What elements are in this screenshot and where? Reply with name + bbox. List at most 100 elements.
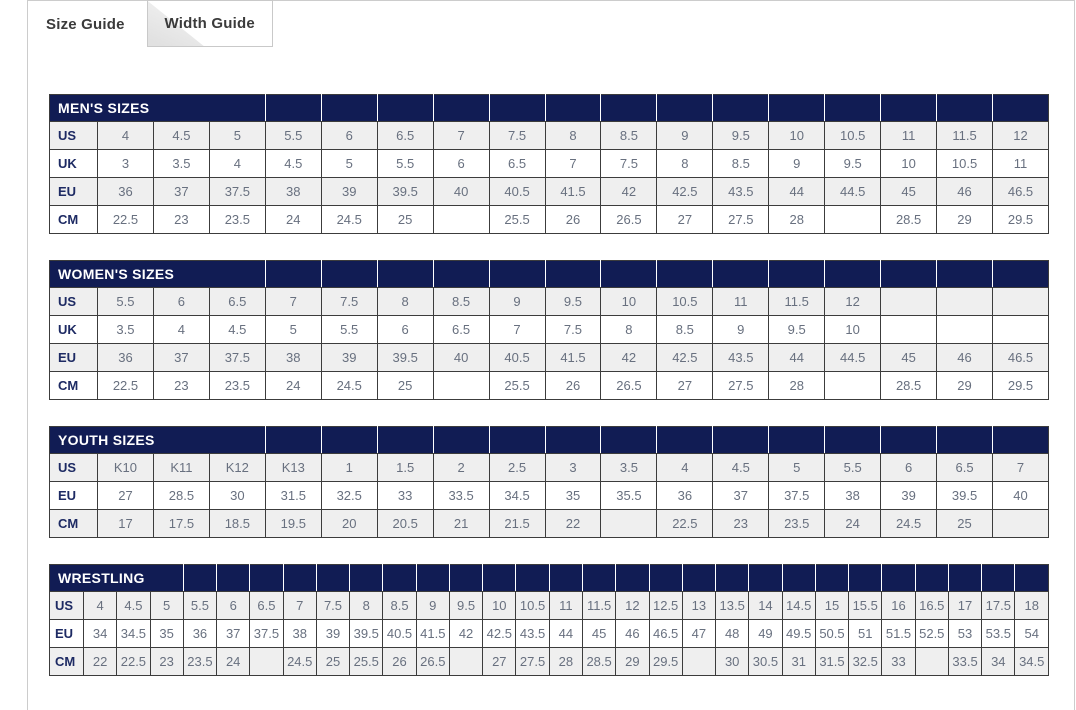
header-cell	[992, 426, 1049, 454]
size-cell: 8	[349, 591, 384, 620]
size-cell: 9	[488, 287, 546, 316]
size-cell: 10	[600, 287, 658, 316]
size-cell: 37.5	[208, 343, 266, 372]
size-cell: 5.5	[97, 287, 154, 316]
size-cell: 23.5	[208, 371, 266, 400]
size-cell: 27	[656, 205, 714, 234]
size-cell: 39.5	[936, 481, 993, 510]
size-cell: 21	[432, 509, 490, 538]
header-cell	[681, 564, 717, 592]
size-cell: 6.5	[936, 453, 993, 482]
size-cell: 16	[881, 591, 916, 620]
row-label: US	[49, 591, 84, 620]
header-cell	[581, 564, 617, 592]
size-cell: 38	[264, 177, 322, 206]
size-cell: 10.5	[824, 121, 882, 150]
size-cell: 38	[824, 481, 882, 510]
table-title: WOMEN'S SIZES	[49, 260, 266, 288]
size-cell: 6.5	[376, 121, 434, 150]
size-cell: 44.5	[824, 343, 882, 372]
size-cell: 23.5	[208, 205, 266, 234]
size-cell: 10.5	[656, 287, 714, 316]
size-cell	[992, 315, 1049, 344]
size-cell: 22.5	[656, 509, 714, 538]
size-cell	[249, 647, 284, 676]
size-cell: 7	[264, 287, 322, 316]
size-guide-panel: Size Guide Width Guide MEN'S SIZES US 4 4.5…	[27, 0, 1075, 710]
size-cell: 11.5	[936, 121, 993, 150]
womens-sizes-table: WOMEN'S SIZES US 5.5 6 6.5 7 7.5 8 8.5 9 9.5 10 10.5…	[49, 260, 1049, 400]
size-cell: 7.5	[488, 121, 546, 150]
header-cell	[981, 564, 1016, 592]
size-cell: 4	[152, 315, 210, 344]
row-label: EU	[49, 481, 98, 510]
size-cell: 8	[656, 149, 714, 178]
size-cell: 26	[544, 205, 602, 234]
size-cell: 29.5	[992, 205, 1049, 234]
tab-width-guide[interactable]: Width Guide	[146, 0, 273, 47]
size-cell: 20	[320, 509, 378, 538]
size-cell	[824, 205, 882, 234]
size-cell: 46	[936, 343, 993, 372]
header-cell	[936, 260, 993, 288]
header-cell	[880, 426, 938, 454]
header-cell	[515, 564, 550, 592]
row-label: CM	[49, 371, 98, 400]
header-cell	[376, 94, 434, 122]
size-cell: 6	[320, 121, 378, 150]
size-cell: 31.5	[264, 481, 322, 510]
header-cell	[768, 426, 826, 454]
size-cell: 49	[748, 619, 783, 648]
size-cell: 18.5	[208, 509, 266, 538]
size-cell: 41.5	[544, 343, 602, 372]
tab-size-guide[interactable]: Size Guide	[46, 1, 125, 47]
header-cell	[600, 426, 658, 454]
size-cell: 3.5	[152, 149, 210, 178]
size-cell: 8	[376, 287, 434, 316]
size-cell: K13	[264, 453, 322, 482]
size-cell: 9	[768, 149, 826, 178]
size-cell: 28.5	[880, 371, 938, 400]
header-cell	[712, 426, 770, 454]
size-cell: 40.5	[488, 177, 546, 206]
row-label: EU	[49, 343, 98, 372]
size-cell: 8.5	[656, 315, 714, 344]
size-cell: 20.5	[376, 509, 434, 538]
size-cell: 37.5	[208, 177, 266, 206]
size-cell: 23.5	[768, 509, 826, 538]
header-cell	[914, 564, 949, 592]
size-cell: 52.5	[914, 619, 949, 648]
size-cell: 22.5	[97, 371, 154, 400]
size-cell: 4	[656, 453, 714, 482]
size-cell: 28.5	[581, 647, 617, 676]
size-cell: 6	[432, 149, 490, 178]
size-cell: K11	[152, 453, 210, 482]
header-cell	[880, 94, 938, 122]
size-cell: 4.5	[712, 453, 770, 482]
size-cell: 10	[880, 149, 938, 178]
size-cell: 24.5	[880, 509, 938, 538]
size-cell: 34	[981, 647, 1016, 676]
size-cell: 40	[432, 177, 490, 206]
size-cell: 45	[880, 177, 938, 206]
size-cell	[880, 315, 938, 344]
header-cell	[544, 260, 602, 288]
size-cell: 3.5	[600, 453, 658, 482]
header-cell	[432, 426, 490, 454]
size-cell: 37.5	[249, 619, 284, 648]
size-cell: 12	[824, 287, 882, 316]
header-cell	[656, 260, 714, 288]
header-cell	[544, 426, 602, 454]
table-row: EU 27 28.5 30 31.5 32.5 33 33.5 34.5 35 35.5 36 37 37…	[49, 481, 1049, 510]
size-cell: 35	[544, 481, 602, 510]
row-label: CM	[49, 509, 98, 538]
size-cell: 27.5	[712, 371, 770, 400]
row-label: CM	[49, 205, 98, 234]
size-cell: 39.5	[376, 343, 434, 372]
header-cell	[824, 426, 882, 454]
tab-width-guide-label: Width Guide	[164, 15, 255, 32]
header-cell	[880, 260, 938, 288]
size-cell: 45	[880, 343, 938, 372]
size-cell: 17	[97, 509, 154, 538]
size-cell: 9.5	[544, 287, 602, 316]
